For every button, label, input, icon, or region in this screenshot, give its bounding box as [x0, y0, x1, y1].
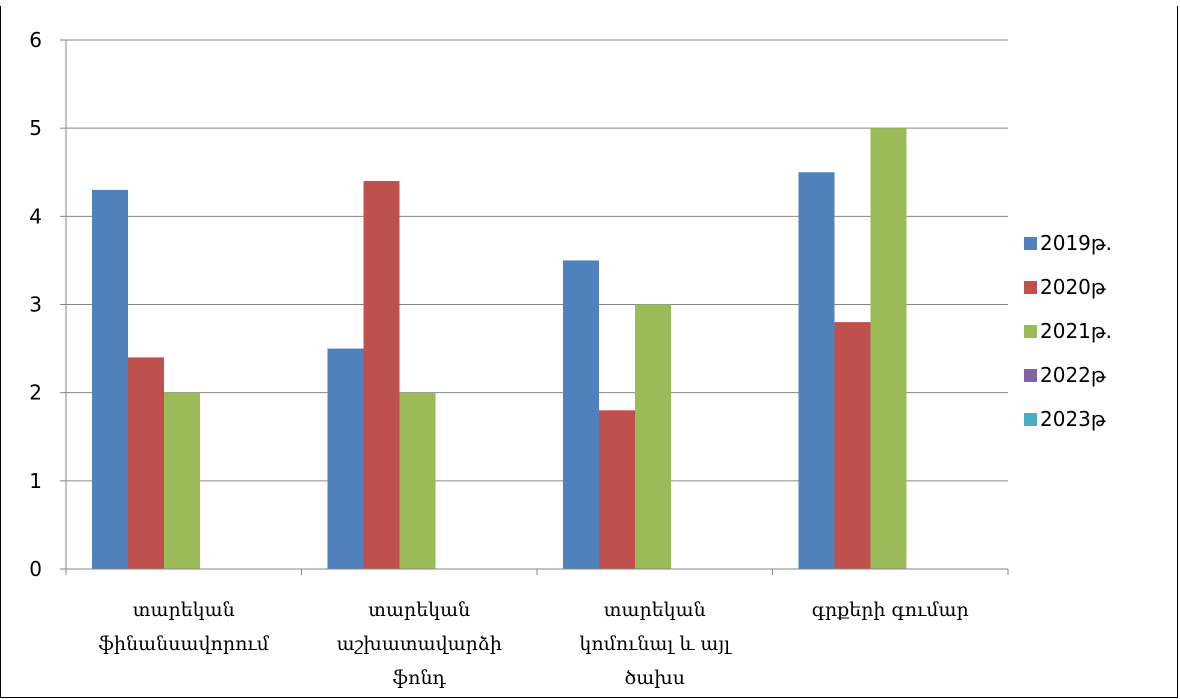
x-category-label: աշխատավարձի	[337, 633, 502, 655]
bar	[599, 410, 635, 569]
bar	[327, 348, 364, 569]
x-category-label: տարեկան	[133, 599, 235, 621]
legend-swatch	[1024, 237, 1037, 250]
y-tick-label: 5	[29, 116, 42, 140]
bar	[128, 357, 164, 569]
legend-label: 2022թ	[1040, 363, 1106, 387]
y-tick-label: 6	[29, 28, 42, 52]
axes	[60, 39, 1009, 575]
legend-swatch	[1024, 325, 1037, 338]
gridlines	[66, 39, 1008, 482]
bar	[870, 128, 907, 569]
x-category-label: ֆոնդ	[393, 667, 447, 689]
legend-swatch	[1024, 281, 1037, 294]
bar	[92, 189, 128, 569]
legend-swatch	[1024, 413, 1037, 426]
bar	[164, 392, 200, 569]
x-category-labels: տարեկան ֆինանսավորում տարեկան աշխատավարձի ֆո…	[99, 599, 969, 689]
x-category-label: ծախս	[625, 667, 685, 689]
bar	[834, 322, 871, 569]
y-tick-label: 2	[29, 381, 42, 405]
x-category-label: տարեկան	[604, 599, 706, 621]
legend-label: 2019թ.	[1040, 231, 1112, 255]
bar	[363, 181, 400, 570]
y-tick-label: 4	[29, 204, 42, 228]
bar	[635, 304, 671, 569]
y-tick-label: 1	[29, 469, 42, 493]
x-category-label: կոմունալ և այլ	[579, 633, 732, 655]
legend-label: 2023թ	[1040, 407, 1106, 431]
x-category-label: տարեկան	[368, 599, 470, 621]
y-tick-label: 0	[29, 557, 42, 581]
bars	[92, 128, 907, 570]
bar	[563, 260, 599, 569]
bar	[399, 392, 436, 569]
y-tick-labels: 0 1 2 3 4 5 6	[29, 28, 42, 581]
bar	[798, 172, 835, 569]
legend-label: 2020թ	[1040, 275, 1106, 299]
legend-label: 2021թ.	[1040, 319, 1112, 343]
x-category-label: գրքերի գումար	[812, 599, 969, 621]
legend-swatch	[1024, 369, 1037, 382]
x-category-label: ֆինանսավորում	[99, 633, 270, 655]
legend: 2019թ. 2020թ 2021թ. 2022թ 2023թ	[1024, 231, 1112, 431]
y-tick-label: 3	[29, 293, 42, 317]
